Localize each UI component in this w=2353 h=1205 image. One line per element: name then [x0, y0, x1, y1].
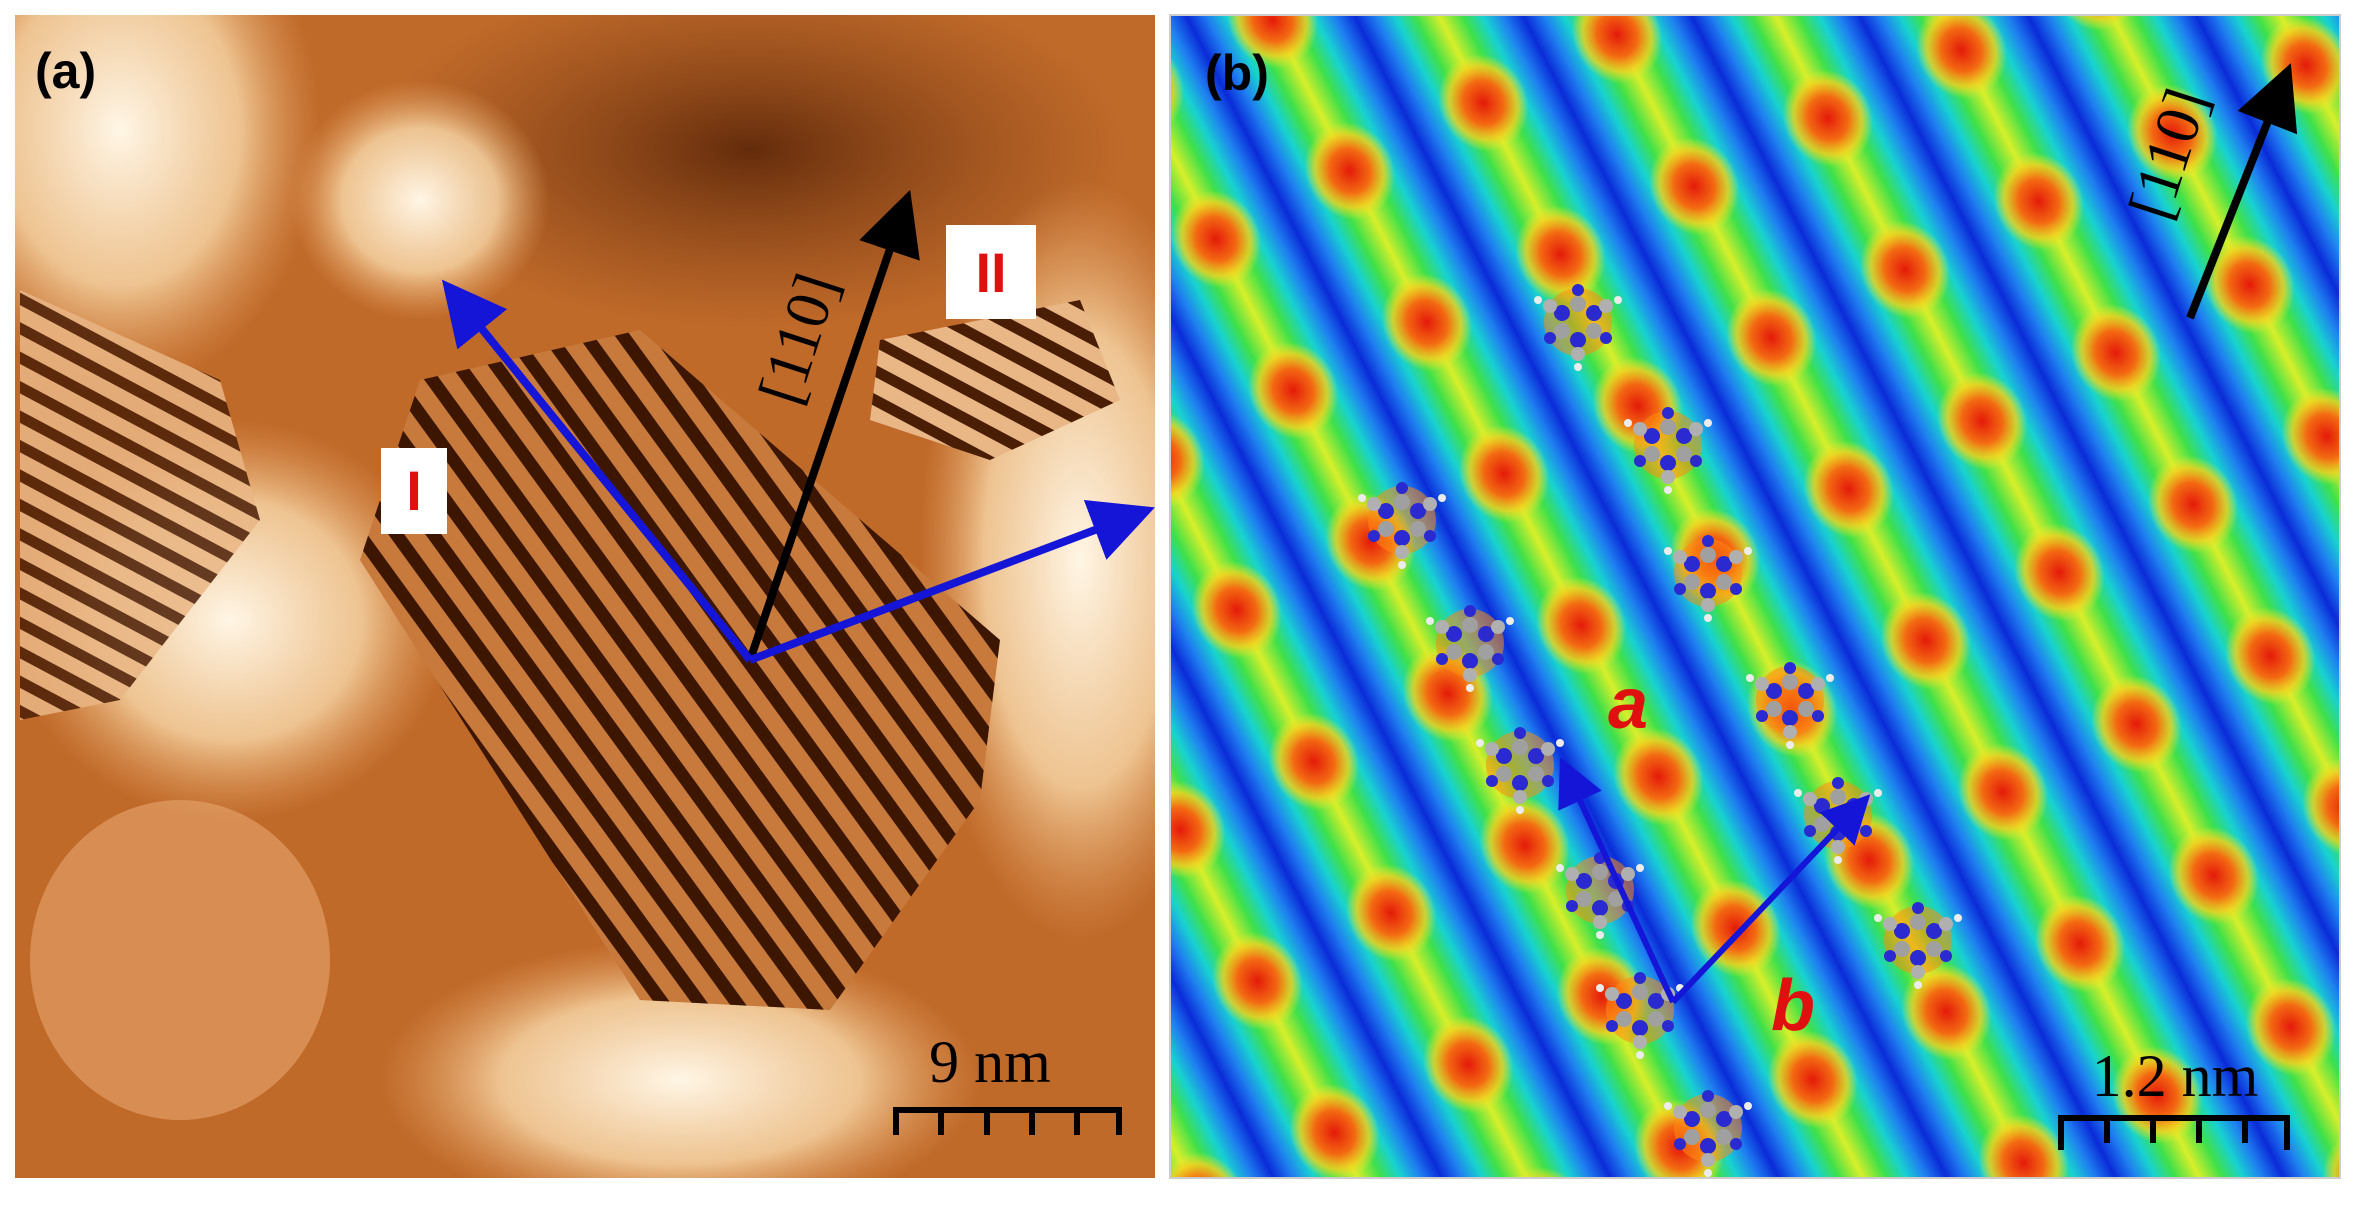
vector-label: a [1608, 664, 1648, 744]
lattice-vector [1558, 757, 1676, 1004]
lattice-arrow [441, 279, 754, 663]
direction-arrow [2186, 63, 2298, 320]
domain-label: I [406, 459, 422, 522]
domain-box [381, 448, 447, 534]
panel-label: (a) [35, 43, 96, 99]
panel-label: (b) [1205, 45, 1269, 101]
direction-arrow [746, 189, 920, 662]
lattice-arrow [748, 499, 1155, 664]
scale-bar [893, 1107, 1122, 1135]
domain-label: II [975, 241, 1006, 304]
domain-box [946, 225, 1036, 319]
scale-bar [2058, 1115, 2290, 1150]
scale-bar-label: 1.2 nm [2092, 1043, 2259, 1109]
scale-bar-label: 9 nm [929, 1029, 1051, 1095]
vector-label: b [1771, 966, 1815, 1046]
stm-image-b [1170, 15, 2340, 1178]
stm-image-a [15, 15, 1155, 1178]
panel-frame [1169, 14, 2341, 1179]
lattice-vector [1670, 794, 1871, 1005]
